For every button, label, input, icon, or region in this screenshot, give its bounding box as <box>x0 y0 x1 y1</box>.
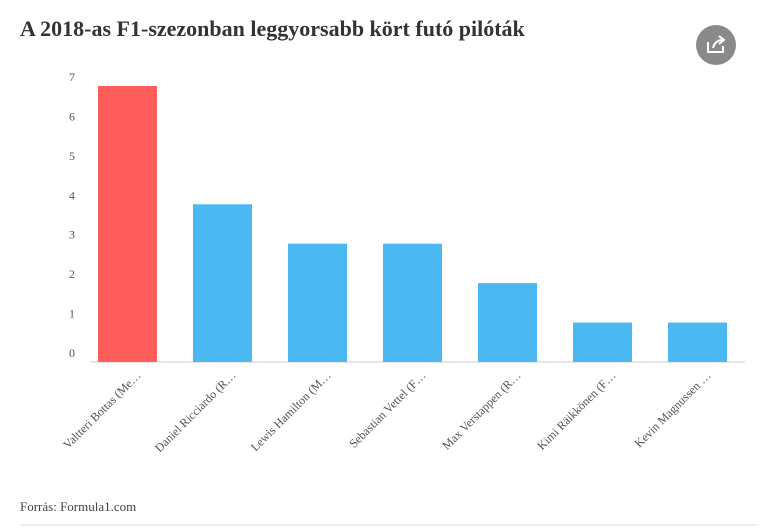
y-tick-label: 5 <box>69 149 75 163</box>
y-tick-label: 2 <box>69 267 75 281</box>
bar <box>478 283 537 362</box>
x-tick-label: Lewis Hamilton (M… <box>248 368 334 454</box>
y-tick-label: 4 <box>69 188 75 202</box>
x-tick-label: Valtteri Bottas (Me… <box>60 368 143 451</box>
share-icon <box>707 42 724 53</box>
share-arrow <box>712 35 726 49</box>
share-circle[interactable] <box>696 25 736 65</box>
y-tick-label: 0 <box>69 346 75 360</box>
x-tick-label: Daniel Ricciardo (R… <box>152 368 239 455</box>
x-tick-label: Kevin Magnussen … <box>632 368 714 450</box>
y-tick-label: 7 <box>69 70 75 84</box>
bar <box>288 243 347 362</box>
x-tick-label: Kimi Räikkönen (F… <box>534 368 618 452</box>
bar <box>98 86 157 362</box>
source: Forrás: Formula1.com <box>20 499 136 514</box>
bar <box>573 322 632 362</box>
x-tick-label: Max Verstappen (R… <box>439 368 523 452</box>
bar <box>668 322 727 362</box>
bar <box>383 243 442 362</box>
bar <box>193 204 252 362</box>
share-button[interactable] <box>696 25 736 65</box>
y-tick-label: 6 <box>69 109 75 123</box>
chart-title: A 2018-as F1-szezonban leggyorsabb kört … <box>20 16 526 41</box>
x-tick-label: Sebastian Vettel (F… <box>346 368 428 450</box>
y-tick-label: 3 <box>69 228 75 242</box>
y-tick-label: 1 <box>69 307 75 321</box>
